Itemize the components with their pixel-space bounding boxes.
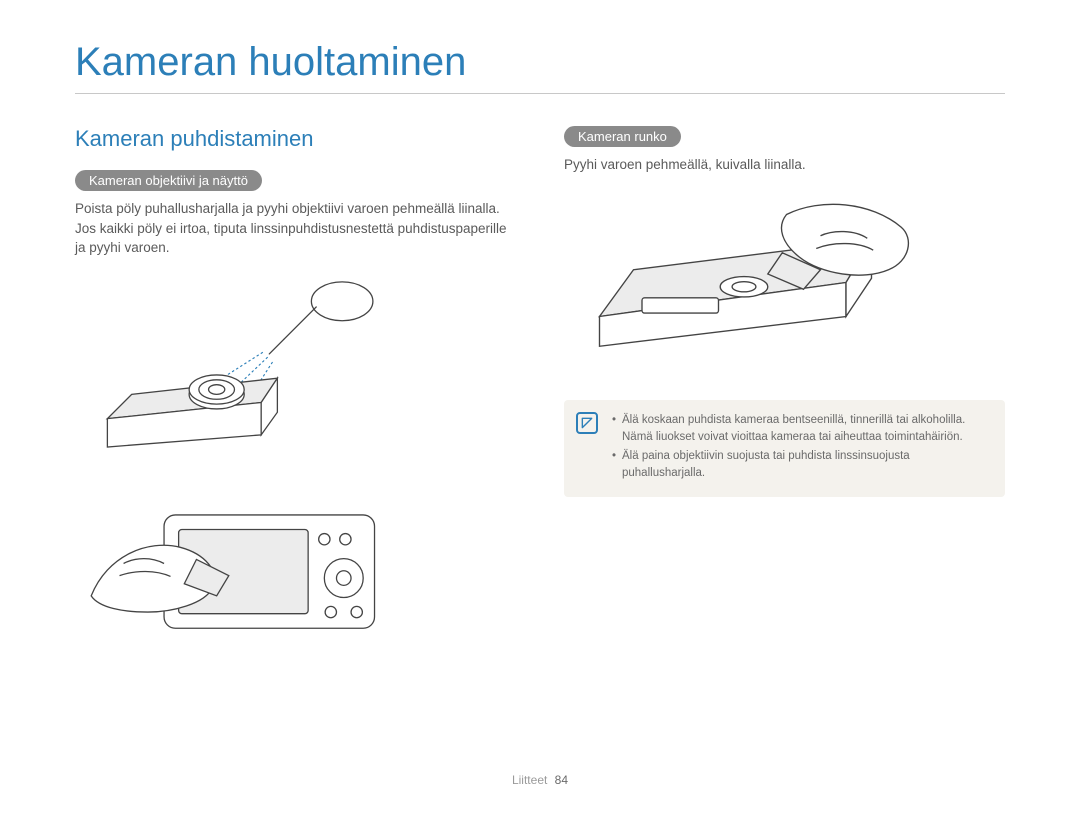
- blower-lens-svg: [75, 272, 415, 452]
- footer-page-number: 84: [555, 773, 568, 787]
- section-title: Kameran puhdistaminen: [75, 126, 516, 152]
- page-title: Kameran huoltaminen: [75, 40, 1005, 94]
- illustration-wipe-screen: [75, 481, 516, 651]
- wipe-screen-svg: [75, 481, 415, 646]
- illustration-blower-lens: [75, 272, 516, 457]
- right-column: Kameran runko Pyyhi varoen pehmeällä, ku…: [564, 126, 1005, 675]
- two-column-layout: Kameran puhdistaminen Kameran objektiivi…: [75, 126, 1005, 675]
- note-item: Älä paina objektiivin suojusta tai puhdi…: [612, 448, 991, 483]
- pill-lens-and-display: Kameran objektiivi ja näyttö: [75, 170, 262, 191]
- warning-note-box: Älä koskaan puhdista kameraa bentseenill…: [564, 400, 1005, 497]
- note-list: Älä koskaan puhdista kameraa bentseenill…: [612, 412, 991, 483]
- note-icon: [576, 412, 598, 434]
- wipe-body-svg: [564, 189, 924, 359]
- note-item: Älä koskaan puhdista kameraa bentseenill…: [612, 412, 991, 447]
- body-cleaning-text: Pyyhi varoen pehmeällä, kuivalla liinall…: [564, 155, 1005, 175]
- illustration-wipe-body: [564, 189, 1005, 364]
- left-column: Kameran puhdistaminen Kameran objektiivi…: [75, 126, 516, 675]
- lens-cleaning-text: Poista pöly puhallusharjalla ja pyyhi ob…: [75, 199, 516, 258]
- footer-label: Liitteet: [512, 773, 547, 787]
- page-footer: Liitteet 84: [0, 773, 1080, 787]
- pill-camera-body: Kameran runko: [564, 126, 681, 147]
